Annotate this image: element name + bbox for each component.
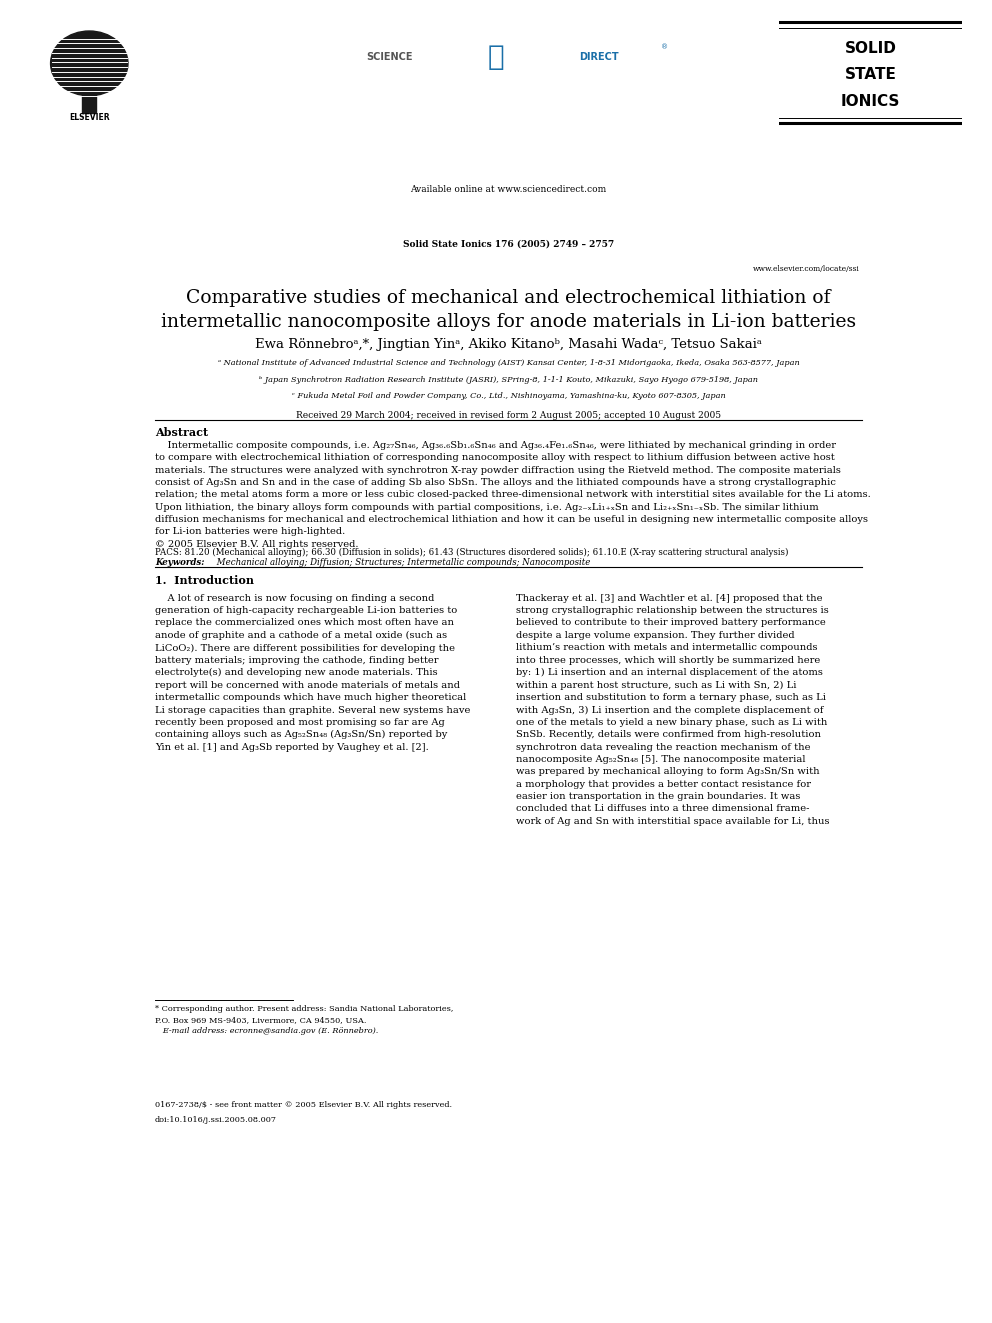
Text: Received 29 March 2004; received in revised form 2 August 2005; accepted 10 Augu: Received 29 March 2004; received in revi… bbox=[296, 411, 721, 421]
Text: PACS: 81.20 (Mechanical alloying); 66.30 (Diffusion in solids); 61.43 (Structure: PACS: 81.20 (Mechanical alloying); 66.30… bbox=[155, 548, 789, 557]
Text: Thackeray et al. [3] and Wachtler et al. [4] proposed that the
strong crystallog: Thackeray et al. [3] and Wachtler et al.… bbox=[516, 594, 829, 826]
Text: ®: ® bbox=[661, 44, 668, 50]
Text: Keywords:: Keywords: bbox=[155, 558, 204, 568]
Text: ᵃ National Institute of Advanced Industrial Science and Technology (AIST) Kansai: ᵃ National Institute of Advanced Industr… bbox=[217, 360, 800, 368]
Text: SOLID: SOLID bbox=[844, 41, 897, 57]
Text: Ewa Rönnebroᵃ,*, Jingtian Yinᵃ, Akiko Kitanoᵇ, Masahi Wadaᶜ, Tetsuo Sakaiᵃ: Ewa Rönnebroᵃ,*, Jingtian Yinᵃ, Akiko Ki… bbox=[255, 339, 762, 351]
Text: A lot of research is now focusing on finding a second
generation of high-capacit: A lot of research is now focusing on fin… bbox=[155, 594, 470, 751]
Text: ELSEVIER: ELSEVIER bbox=[69, 114, 109, 123]
Text: 1.  Introduction: 1. Introduction bbox=[155, 576, 254, 586]
Text: * Corresponding author. Present address: Sandia National Laboratories,
P.O. Box : * Corresponding author. Present address:… bbox=[155, 1005, 453, 1024]
Text: Comparative studies of mechanical and electrochemical lithiation of
intermetalli: Comparative studies of mechanical and el… bbox=[161, 290, 856, 331]
Text: www.elsevier.com/locate/ssi: www.elsevier.com/locate/ssi bbox=[753, 265, 860, 273]
Bar bbox=[82, 82, 96, 112]
Text: ᶜ Fukuda Metal Foil and Powder Company, Co., Ltd., Nishinoyama, Yamashina-ku, Ky: ᶜ Fukuda Metal Foil and Powder Company, … bbox=[292, 392, 725, 400]
Text: ᵇ Japan Synchrotron Radiation Research Institute (JASRI), SPring-8, 1-1-1 Kouto,: ᵇ Japan Synchrotron Radiation Research I… bbox=[259, 376, 758, 384]
Text: E-mail address: ecronne@sandia.gov (E. Rönnebro).: E-mail address: ecronne@sandia.gov (E. R… bbox=[155, 1027, 378, 1035]
Text: IONICS: IONICS bbox=[841, 94, 900, 108]
Ellipse shape bbox=[51, 30, 128, 95]
Text: Available online at www.sciencedirect.com: Available online at www.sciencedirect.co… bbox=[411, 185, 606, 194]
Text: Abstract: Abstract bbox=[155, 427, 208, 438]
Text: ⓐ: ⓐ bbox=[488, 42, 504, 71]
Text: 0167-2738/$ - see front matter © 2005 Elsevier B.V. All rights reserved.: 0167-2738/$ - see front matter © 2005 El… bbox=[155, 1101, 452, 1109]
Text: Intermetallic composite compounds, i.e. Ag₂₇Sn₄₆, Ag₃₆.₆Sb₁.₆Sn₄₆ and Ag₃₆.₄Fe₁.: Intermetallic composite compounds, i.e. … bbox=[155, 441, 871, 549]
Text: Solid State Ionics 176 (2005) 2749 – 2757: Solid State Ionics 176 (2005) 2749 – 275… bbox=[403, 239, 614, 249]
Text: Mechanical alloying; Diffusion; Structures; Intermetallic compounds; Nanocomposi: Mechanical alloying; Diffusion; Structur… bbox=[214, 558, 590, 568]
Text: doi:10.1016/j.ssi.2005.08.007: doi:10.1016/j.ssi.2005.08.007 bbox=[155, 1117, 277, 1125]
Text: STATE: STATE bbox=[844, 67, 897, 82]
Text: SCIENCE: SCIENCE bbox=[366, 52, 413, 62]
Text: DIRECT: DIRECT bbox=[579, 52, 619, 62]
